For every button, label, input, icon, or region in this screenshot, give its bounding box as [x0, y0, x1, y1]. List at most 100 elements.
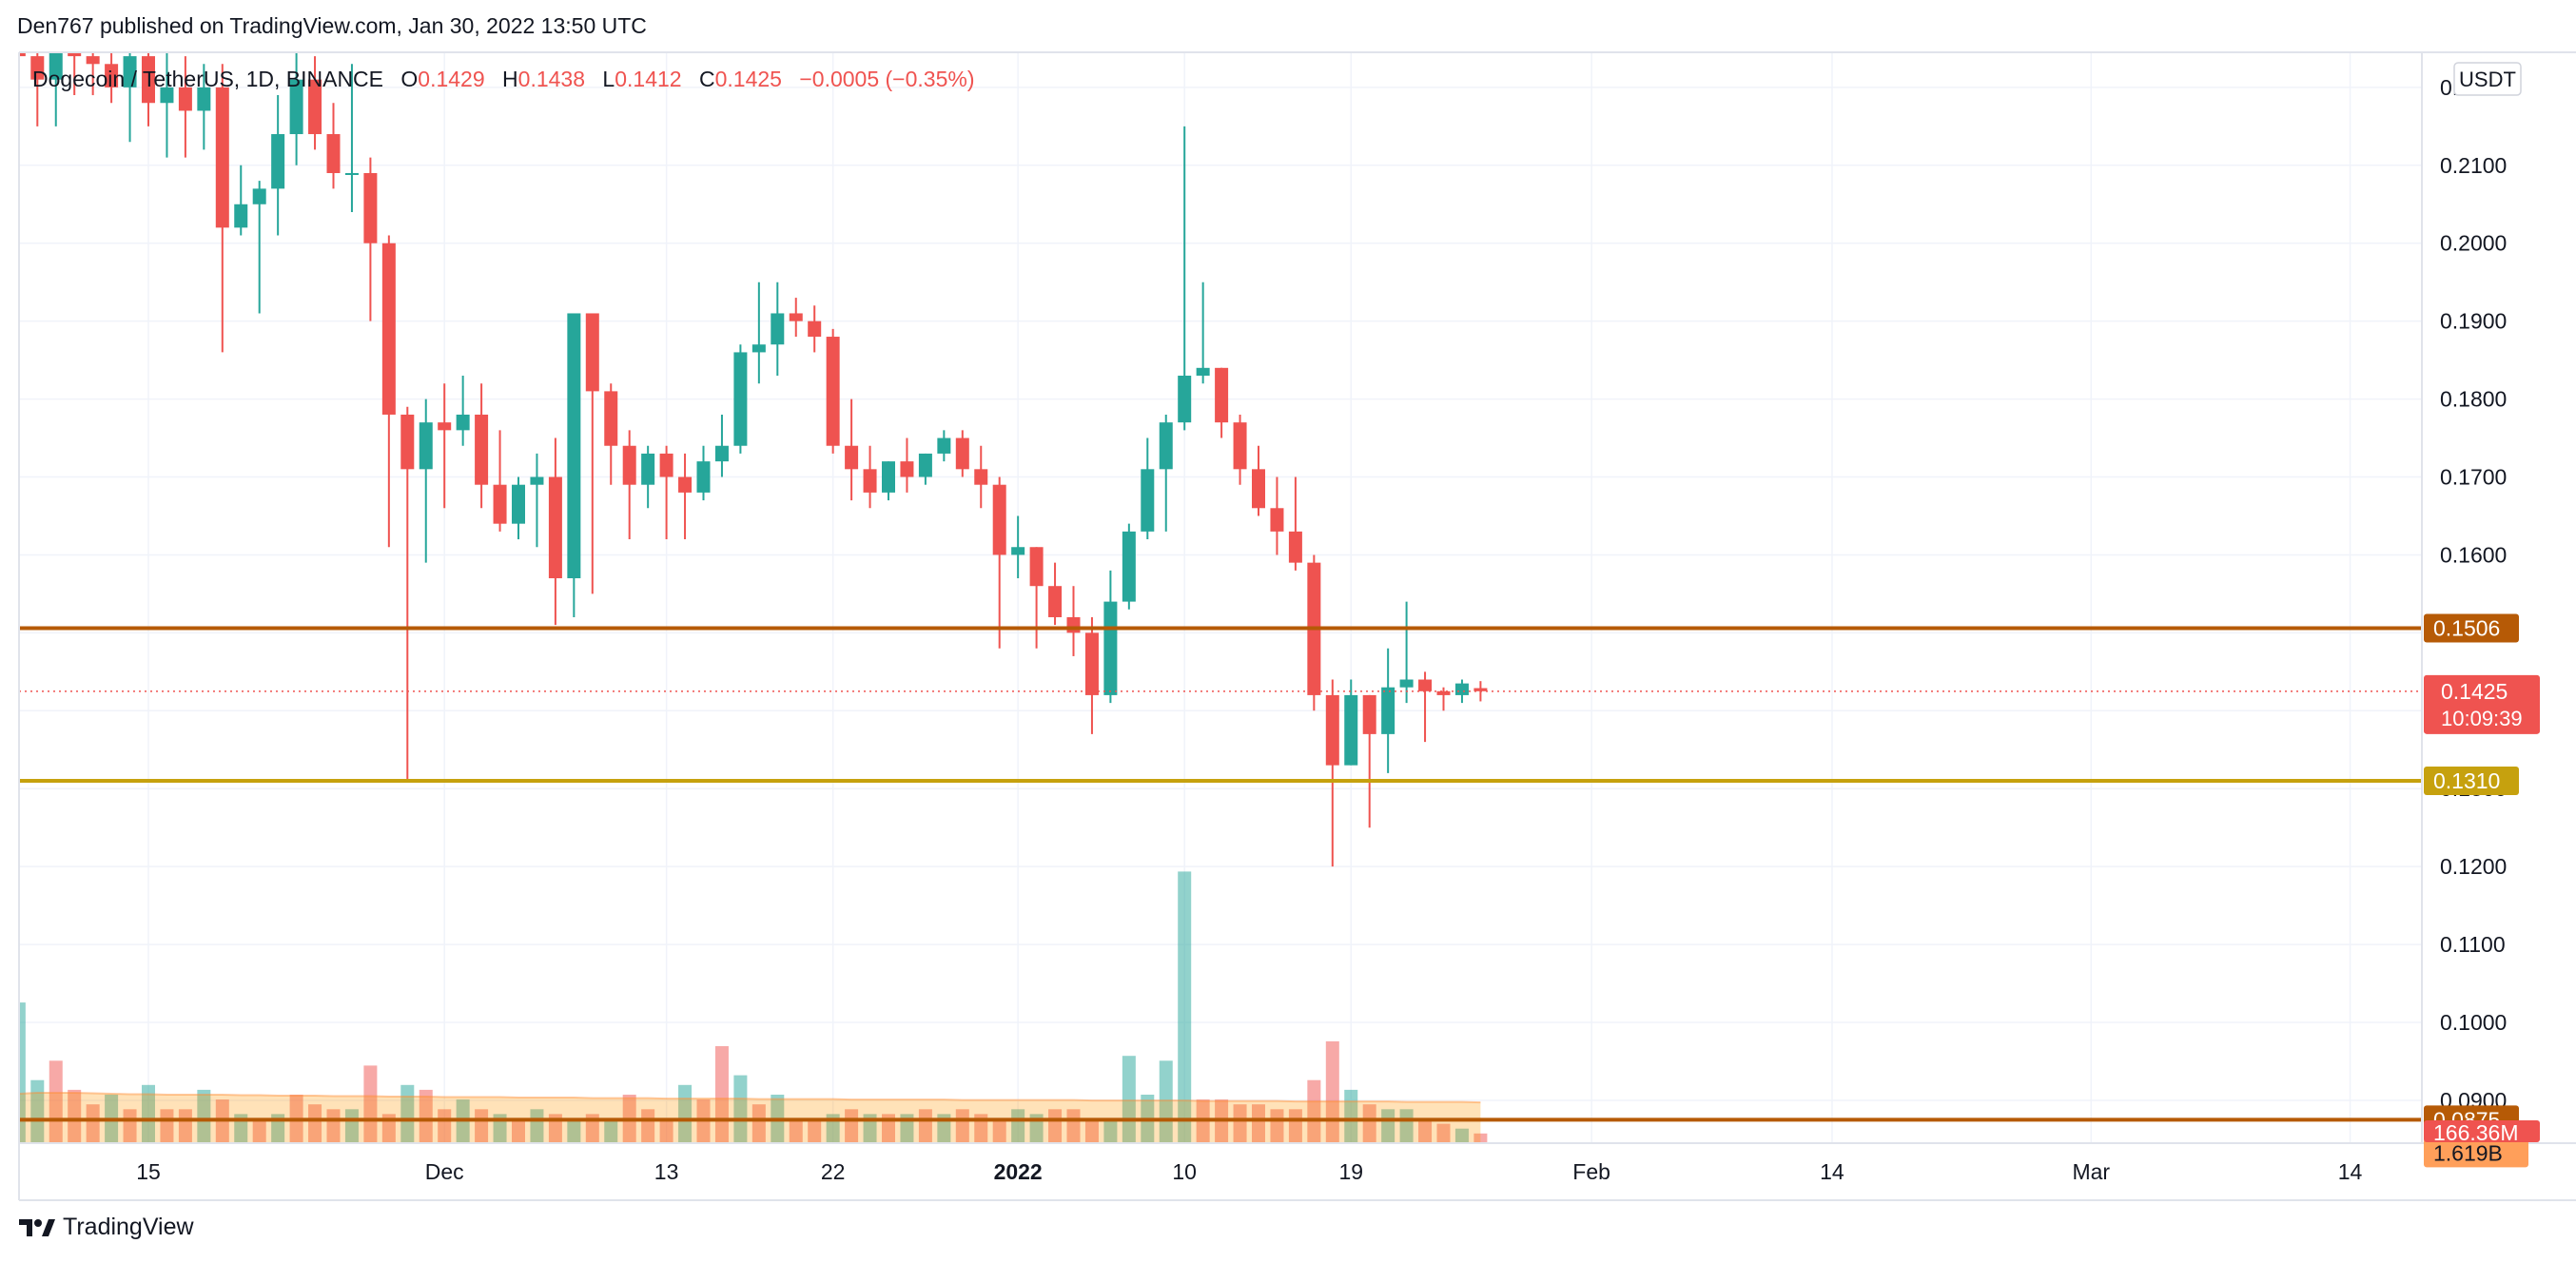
chart-grid: [19, 52, 2421, 1143]
hline-price-badge: 0.1310: [2433, 768, 2500, 793]
change-value: −0.0005 (−0.35%): [799, 67, 975, 91]
candle-body: [160, 87, 174, 104]
candle-body: [197, 87, 211, 111]
volume-bar: [992, 1118, 1006, 1143]
last-volume-badge: 166.36M: [2433, 1120, 2519, 1145]
hline-price-badge-bg: [2424, 613, 2519, 643]
volume-bar: [641, 1109, 655, 1143]
volume-bar: [1473, 1133, 1488, 1143]
horizontal-lines: [19, 626, 2422, 1122]
volume-bar: [1325, 1040, 1339, 1143]
volume-bar: [419, 1089, 433, 1143]
candle-body: [30, 56, 45, 80]
price-tick-label: 0.1000: [2440, 1010, 2507, 1035]
volume-bar: [808, 1118, 822, 1143]
price-tick-label: 0.2100: [2440, 153, 2507, 178]
open-label: O: [400, 67, 419, 91]
candle-body: [419, 422, 433, 470]
time-tick-label: 14: [2338, 1159, 2363, 1184]
volume-bar: [1011, 1109, 1025, 1143]
candle-body: [1122, 531, 1136, 602]
volume-bar: [400, 1084, 415, 1143]
candle-body: [789, 313, 803, 321]
tradingview-logo[interactable]: TradingView: [19, 1214, 194, 1241]
volume-bar: [86, 1104, 100, 1143]
candle-body: [105, 64, 119, 87]
candle-body: [567, 313, 581, 579]
brand-name: TradingView: [63, 1214, 194, 1240]
candle-body: [882, 461, 895, 493]
candle-body: [1344, 694, 1358, 766]
candle-body: [1381, 687, 1395, 734]
volume-bar: [438, 1109, 452, 1143]
volume-bar: [1344, 1089, 1358, 1143]
candle-body: [381, 243, 396, 415]
candle-body: [751, 344, 766, 353]
currency-box[interactable]: [2453, 62, 2522, 96]
candle-body: [1233, 422, 1247, 470]
price-badges: USDT0.15060.13100.08750.142510:09:391.61…: [2424, 62, 2540, 1168]
time-tick-label: 22: [821, 1159, 846, 1184]
candle-body: [678, 476, 693, 493]
candle-body: [49, 52, 63, 80]
volume-bar: [512, 1118, 525, 1143]
volume-bar: [475, 1109, 489, 1143]
price-tick-label: 0.1600: [2440, 542, 2507, 567]
candle-body: [1362, 694, 1376, 734]
candle-body: [326, 134, 341, 173]
volume-bar: [160, 1109, 174, 1143]
candle-body: [1029, 547, 1044, 587]
volume-bar: [19, 1002, 26, 1143]
volume-bar: [142, 1084, 155, 1143]
volume-bar: [845, 1109, 859, 1143]
volume-bar: [1066, 1109, 1081, 1143]
hline-price-badge-bg: [2424, 767, 2519, 796]
time-tick-label: Mar: [2072, 1159, 2110, 1184]
candle-body: [1436, 690, 1451, 695]
candle-body: [363, 172, 378, 243]
candle-body: [1252, 469, 1265, 509]
candle-body: [86, 56, 100, 65]
candle-body: [68, 52, 82, 57]
candle-body: [1196, 367, 1210, 377]
hline-price-badge: 0.1506: [2433, 615, 2500, 640]
volume-bar: [197, 1089, 211, 1143]
volume-bar: [1103, 1118, 1118, 1143]
candle-body: [733, 352, 748, 446]
candle-body: [1084, 632, 1099, 695]
price-tick-label: 0.2000: [2440, 231, 2507, 256]
volume-bar: [178, 1109, 192, 1143]
price-tick-label: 0.1100: [2440, 932, 2506, 957]
volume-bar: [1252, 1104, 1265, 1143]
volume-bar: [604, 1118, 618, 1143]
volume-bar: [1399, 1109, 1414, 1143]
volume-bar: [49, 1060, 63, 1143]
candle-body: [548, 476, 562, 579]
candle-body: [234, 204, 248, 228]
candle-body: [493, 484, 507, 524]
candle-body: [512, 484, 525, 524]
price-tick-label: 0.1900: [2440, 309, 2507, 334]
candle-body: [937, 437, 951, 454]
volume-bar: [123, 1109, 137, 1143]
candle-body: [344, 172, 359, 175]
volume-bar: [1084, 1118, 1099, 1143]
volume-bar: [567, 1118, 581, 1143]
low-label: L: [602, 67, 615, 91]
time-axis-labels: 15 Dec 13 22 2022 10 19 Feb 14 Mar 14: [136, 1159, 2362, 1184]
candle-body: [808, 321, 822, 338]
candle-body: [1399, 679, 1414, 688]
candle-body: [530, 476, 544, 485]
candle-body: [475, 414, 489, 485]
candle-body: [1066, 616, 1081, 633]
candle-body: [974, 469, 988, 485]
volume-bar: [789, 1118, 803, 1143]
candle-body: [1011, 547, 1025, 555]
volume-bar: [1288, 1109, 1302, 1143]
volume-ma-line: [19, 1091, 1481, 1104]
candle-body: [659, 453, 673, 477]
candle-body: [1325, 694, 1339, 766]
candle-body: [1048, 586, 1063, 617]
time-tick-label: 13: [654, 1159, 679, 1184]
